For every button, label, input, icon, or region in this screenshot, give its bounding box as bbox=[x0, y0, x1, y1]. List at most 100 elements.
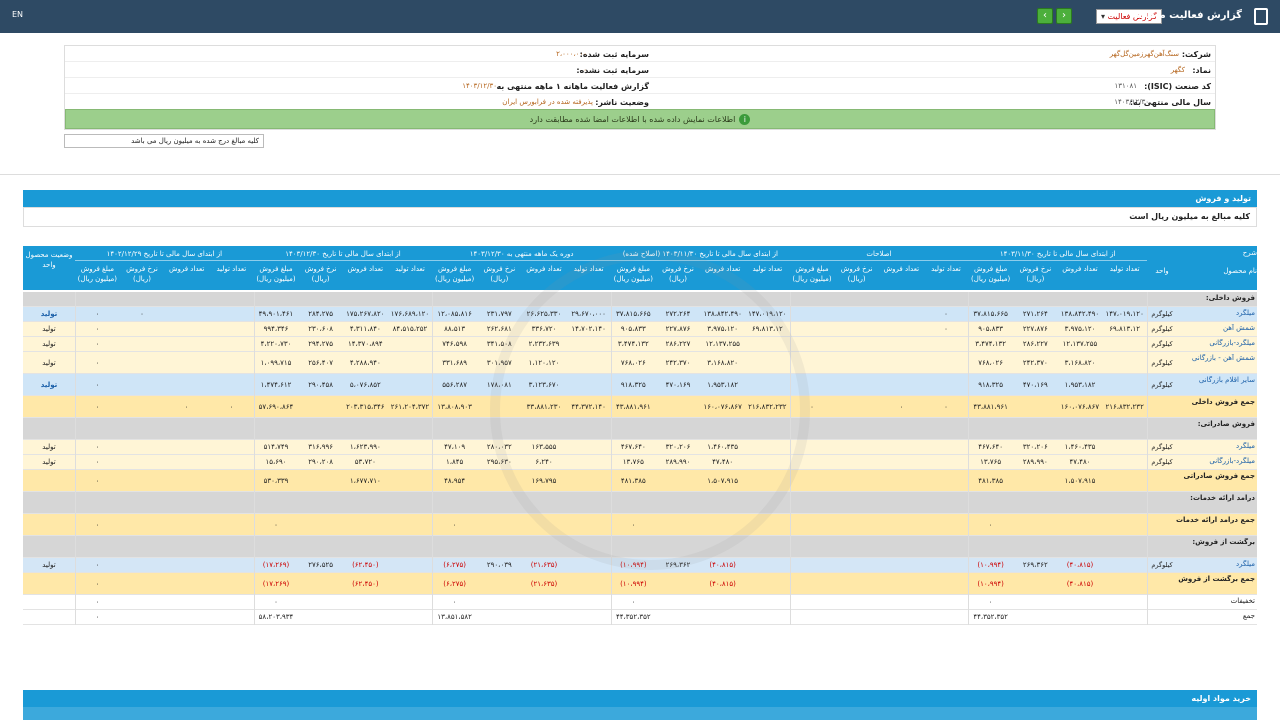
section-row bbox=[23, 536, 1257, 558]
grid-line bbox=[1147, 558, 1148, 573]
table-row bbox=[23, 352, 1257, 374]
table-cell: ۰ bbox=[274, 520, 278, 529]
table-cell: ۰ bbox=[631, 520, 636, 529]
table-cell: ۳،۱۶۸،۸۲۰ bbox=[1064, 358, 1096, 367]
section-label: برگشت از فروش: bbox=[1192, 538, 1255, 546]
table-cell: ۱۷۸،۰۸۱ bbox=[486, 380, 512, 389]
table-cell: ۹۰۵،۸۳۳ bbox=[620, 325, 646, 333]
header-amt: مبلغ فروش (میلیون ریال) bbox=[256, 265, 296, 283]
row-label: شمش آهن bbox=[1222, 324, 1255, 332]
status-cell: تولید bbox=[42, 325, 56, 333]
table-cell: ۱،۵۰۷،۹۱۵ bbox=[707, 476, 739, 485]
table-cell bbox=[120, 613, 165, 622]
table-cell: ۳،۹۷۵،۱۲۰ bbox=[707, 325, 739, 333]
grid-line bbox=[75, 337, 76, 352]
grid-line bbox=[968, 610, 970, 625]
symbol-value: کگهر bbox=[1170, 66, 1185, 74]
language-switch[interactable]: EN bbox=[12, 10, 24, 19]
table-cell bbox=[164, 325, 209, 334]
grid-line bbox=[432, 595, 434, 610]
table-cell bbox=[477, 477, 522, 486]
grid-line bbox=[1147, 307, 1148, 322]
grid-line bbox=[968, 573, 970, 595]
table-cell: ۵۳،۷۲۰ bbox=[354, 458, 376, 466]
section-label: فروش صادراتی: bbox=[1197, 420, 1255, 428]
grid-line bbox=[253, 492, 255, 514]
table-cell bbox=[834, 458, 879, 467]
table-cell bbox=[477, 403, 522, 412]
table-cell bbox=[209, 310, 254, 319]
report-type-select[interactable]: ▾ گزارش فعالیت bbox=[1096, 9, 1162, 24]
table-cell: ۲۹۰،۰۳۹ bbox=[486, 561, 512, 569]
grid-line bbox=[611, 352, 612, 374]
table-cell: ۲۰۳،۳۱۵،۳۴۶ bbox=[346, 402, 385, 411]
table-cell bbox=[388, 598, 433, 607]
table-cell bbox=[924, 477, 969, 486]
row-label: میلگرد-بازرگانی bbox=[1209, 339, 1255, 347]
table-cell bbox=[120, 340, 165, 349]
fiscal-year-value: ۱۴۰۳/۱۲/۳۰ bbox=[1114, 98, 1149, 106]
table-cell bbox=[1102, 613, 1147, 622]
table-cell: (۶،۲۷۵) bbox=[443, 579, 467, 588]
grid-line bbox=[611, 374, 612, 396]
table-cell bbox=[522, 613, 567, 622]
grid-line bbox=[1147, 455, 1148, 470]
next-button[interactable]: › bbox=[1056, 8, 1072, 24]
table-cell bbox=[924, 598, 969, 607]
table-cell bbox=[1102, 359, 1147, 368]
table-row bbox=[23, 470, 1257, 492]
table-cell: ۰ bbox=[452, 520, 457, 529]
grid-line bbox=[75, 307, 76, 322]
table-cell bbox=[164, 340, 209, 349]
status-cell: تولید bbox=[42, 340, 56, 348]
grid-line bbox=[789, 440, 791, 455]
top-bar: EN ‹ › ▾ گزارش فعالیت گزارش فعالیت ماهانه bbox=[0, 0, 1280, 33]
table-cell bbox=[656, 521, 701, 530]
table-cell: (۱۷،۲۶۹) bbox=[262, 561, 290, 569]
table-cell bbox=[566, 443, 611, 452]
table-cell: ۱،۸۴۵ bbox=[446, 458, 464, 466]
table-cell: ۱،۴۷۴،۶۱۲ bbox=[260, 380, 292, 389]
table-cell: ۷۶۸،۰۲۶ bbox=[978, 358, 1004, 367]
table-cell: ۲۹۰،۴۵۸ bbox=[308, 380, 334, 389]
table-cell bbox=[834, 381, 879, 390]
table-cell bbox=[343, 613, 388, 622]
table-cell bbox=[745, 580, 790, 589]
table-cell bbox=[388, 359, 433, 368]
grid-line bbox=[611, 536, 612, 558]
table-cell: ۴۶۷،۶۴۰ bbox=[978, 443, 1004, 451]
table-cell: ۴۷۰،۱۶۹ bbox=[1022, 380, 1048, 389]
table-cell bbox=[924, 613, 969, 622]
table-cell bbox=[1013, 613, 1058, 622]
table-cell bbox=[164, 477, 209, 486]
table-cell: ۰ bbox=[810, 402, 814, 411]
grid-line bbox=[432, 470, 434, 492]
report-label: گزارش فعالیت ماهانه ۱ ماهه منتهی به bbox=[496, 82, 649, 91]
fiscal-year-label: سال مالی منتهی به: bbox=[1129, 98, 1211, 107]
grid-line bbox=[432, 396, 434, 418]
header-amt: مبلغ فروش (میلیون ریال) bbox=[971, 265, 1011, 283]
header-group-5: از ابتدای سال مالی تا تاریخ ۱۴۰۳/۱۲/۳۰ bbox=[253, 249, 433, 261]
grid-line bbox=[75, 558, 76, 573]
table-cell: ۰ bbox=[944, 325, 948, 333]
table-cell bbox=[120, 325, 165, 334]
prev-button[interactable]: ‹ bbox=[1037, 8, 1053, 24]
table-cell bbox=[745, 458, 790, 467]
table-cell: (۱۰،۹۹۴) bbox=[620, 579, 647, 588]
table-cell: ۲۴۲،۳۷۰ bbox=[665, 358, 691, 367]
table-cell: ۱۲،۱۳۷،۲۵۵ bbox=[705, 340, 740, 348]
grid-line bbox=[789, 514, 791, 536]
table-cell bbox=[477, 580, 522, 589]
table-cell: ۱۴،۳۷۰،۸۹۴ bbox=[348, 340, 383, 348]
table-cell bbox=[1102, 561, 1147, 570]
table-cell bbox=[164, 561, 209, 570]
table-row bbox=[23, 573, 1257, 595]
table-cell bbox=[209, 613, 254, 622]
grid-line bbox=[1147, 514, 1148, 536]
grid-line bbox=[611, 307, 612, 322]
chevron-down-icon: ▾ bbox=[1101, 12, 1106, 21]
status-cell: تولید bbox=[40, 380, 58, 389]
table-cell: ۵۵۶،۲۸۷ bbox=[442, 380, 468, 389]
table-cell: ۰ bbox=[95, 613, 100, 621]
grid-line bbox=[611, 573, 612, 595]
